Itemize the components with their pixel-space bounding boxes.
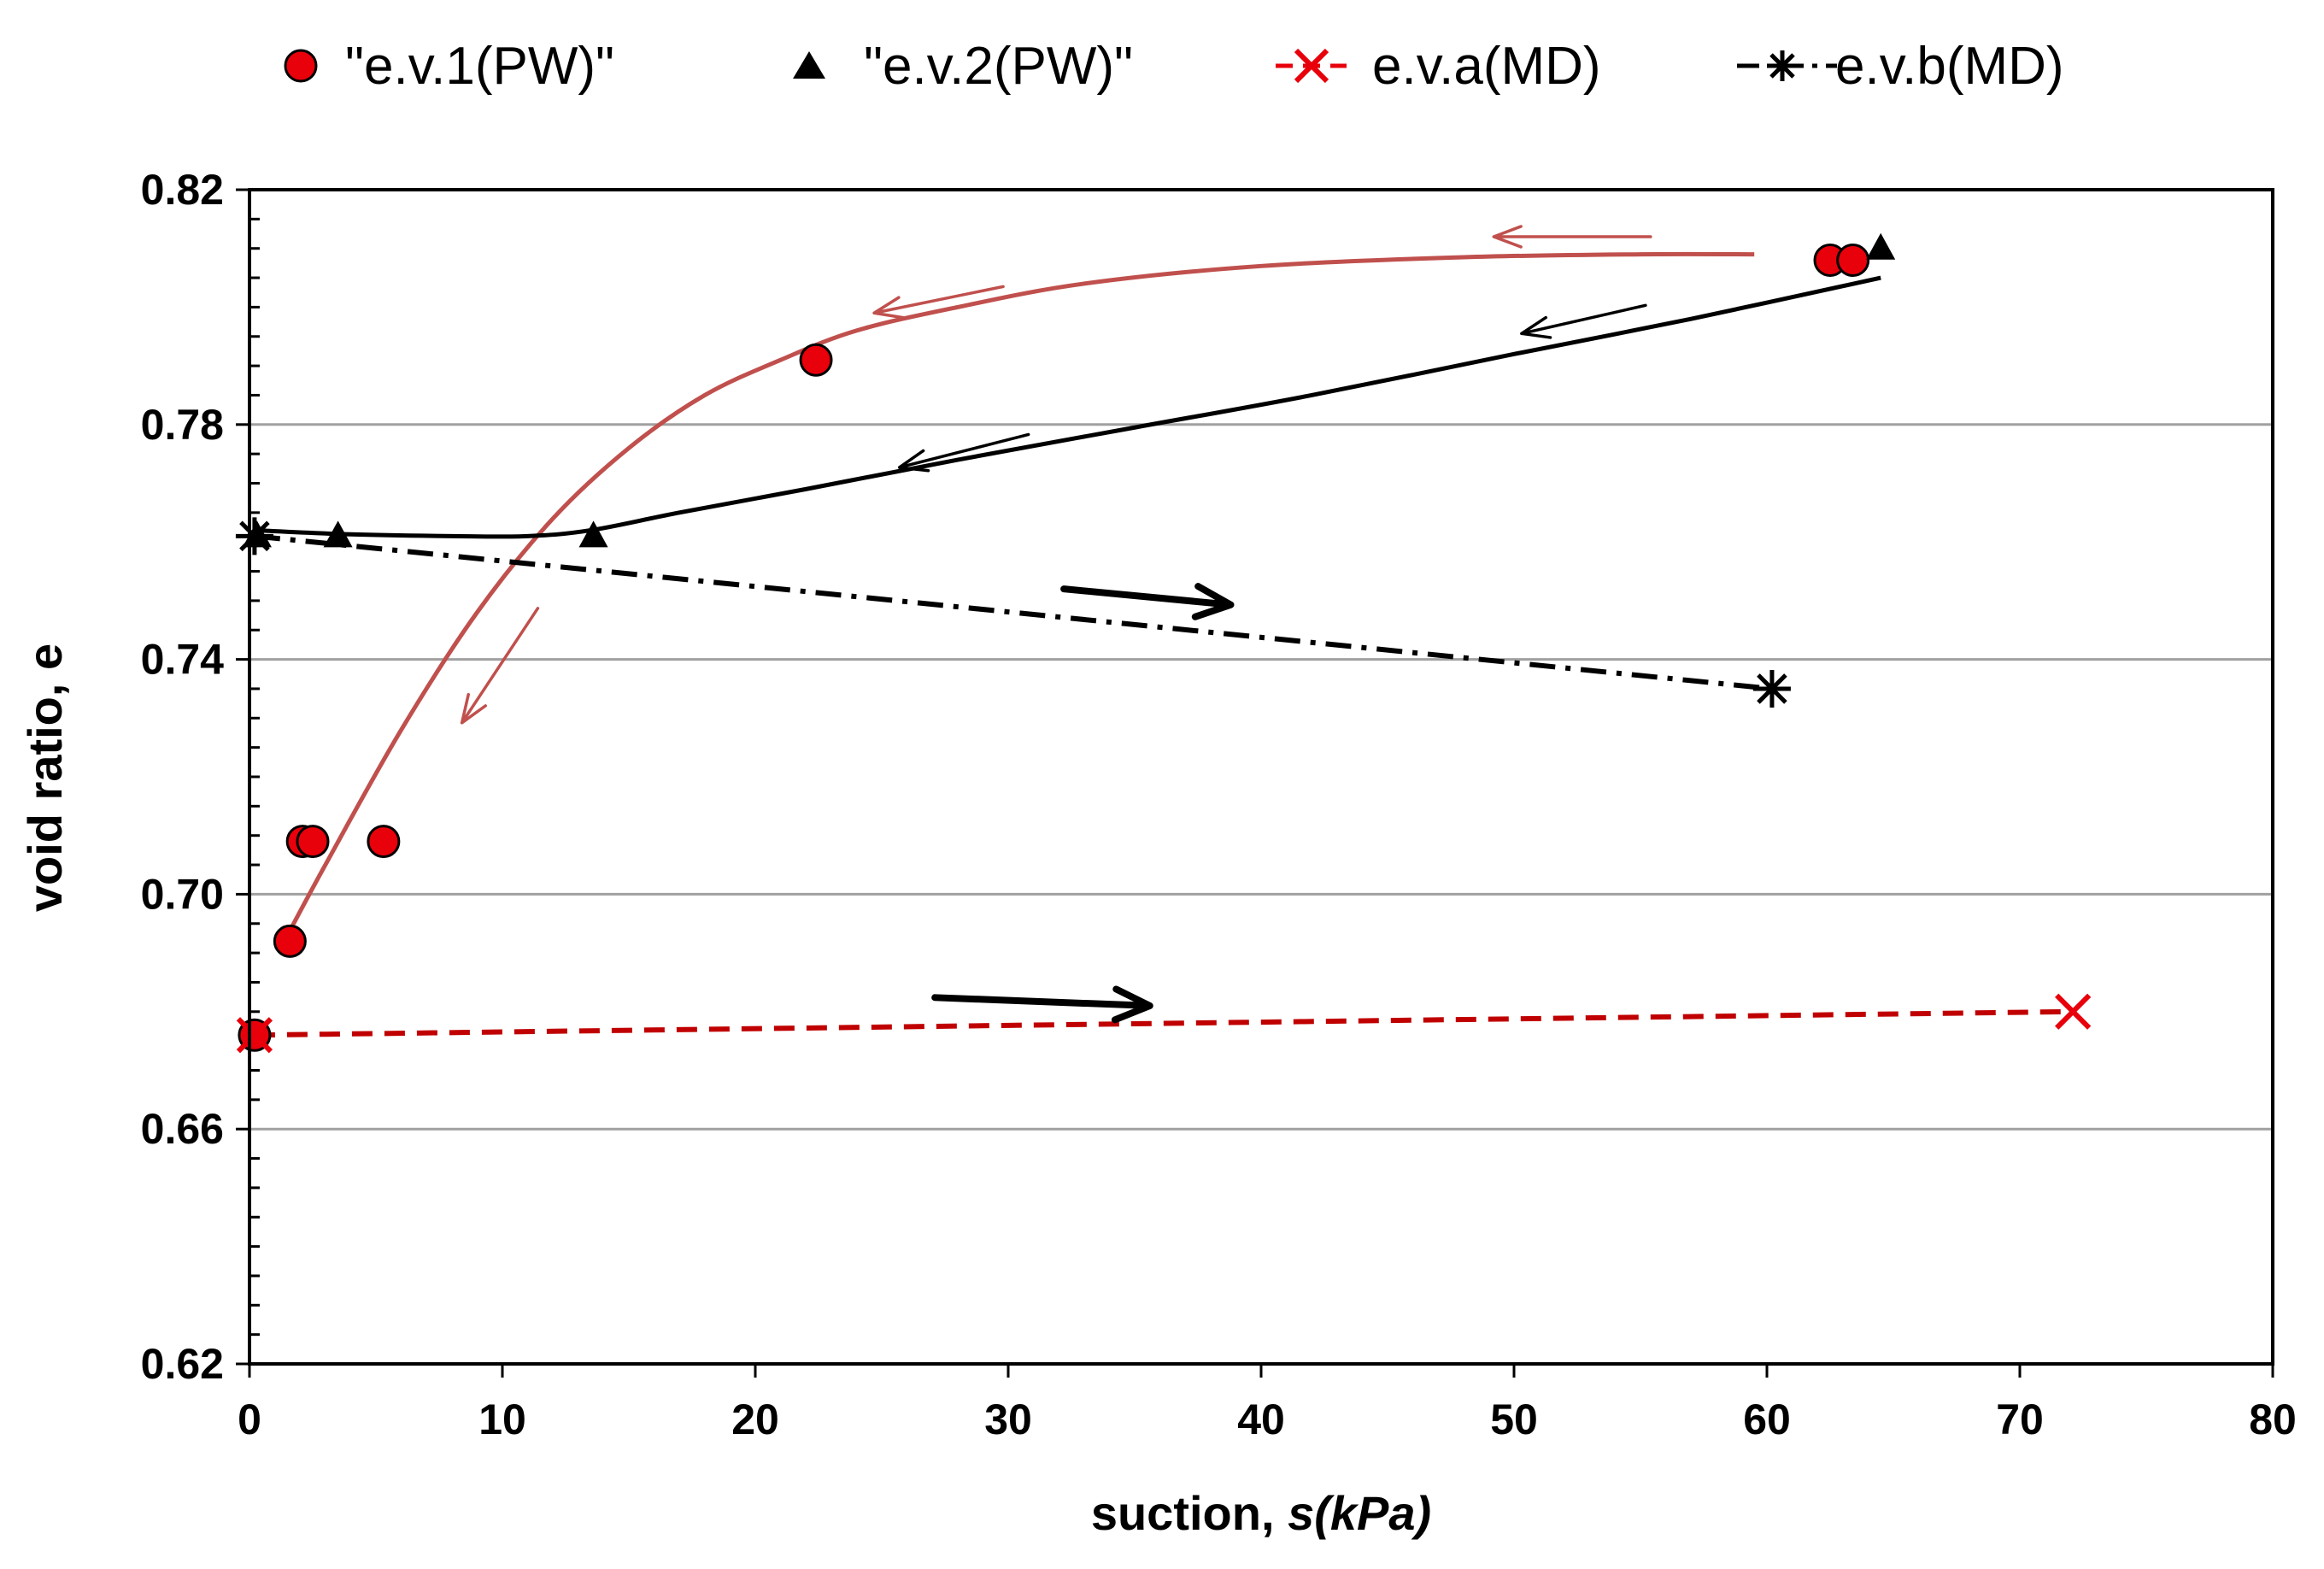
fit-curve-drying-curve-ev2 bbox=[254, 275, 1881, 539]
legend-label-ev1: "e.v.1(PW)" bbox=[345, 37, 614, 96]
x-tick-label: 50 bbox=[1490, 1396, 1538, 1443]
arrow-ev1-lower bbox=[460, 607, 540, 725]
x-tick-labels: 0 10 20 30 40 50 60 70 80 bbox=[238, 1396, 2297, 1443]
x-tick-label: 40 bbox=[1237, 1396, 1285, 1443]
series-line-2 bbox=[254, 1008, 2074, 1038]
marker-circle-ev1 bbox=[273, 924, 307, 958]
marker-circle-ev1 bbox=[1836, 243, 1870, 277]
arrow-ev2-upper bbox=[1520, 303, 1647, 339]
legend-marker-triangle bbox=[793, 51, 825, 79]
series-lines bbox=[254, 533, 2074, 1038]
marker-asterisk-evb bbox=[1752, 669, 1791, 708]
arrow-ev1-top bbox=[1492, 225, 1652, 249]
series-line-3 bbox=[254, 533, 1773, 691]
x-axis-title-variable: s(kPa) bbox=[1288, 1486, 1431, 1540]
x-tick-label: 10 bbox=[478, 1396, 526, 1443]
marker-circle-ev1 bbox=[799, 343, 833, 377]
y-tick-label: 0.66 bbox=[141, 1105, 224, 1153]
x-tick-label: 0 bbox=[238, 1396, 261, 1443]
y-axis-title: void ratio, e bbox=[18, 643, 72, 912]
marker-circle-ev1 bbox=[296, 825, 330, 859]
data-markers bbox=[235, 232, 2092, 1054]
x-axis-title-prefix: suction, bbox=[1091, 1486, 1288, 1540]
arrow-ev2-lower bbox=[897, 432, 1030, 473]
x-tick-label: 80 bbox=[2249, 1396, 2297, 1443]
marker-triangle-ev2 bbox=[1866, 232, 1896, 260]
legend-label-ev2: "e.v.2(PW)" bbox=[864, 37, 1133, 96]
arrow-evb-wetting bbox=[1060, 583, 1235, 620]
legend-item-ev1: "e.v.1(PW)" bbox=[284, 37, 614, 96]
legend-item-evb: e.v.b(MD) bbox=[1737, 37, 2064, 96]
y-tick-label: 0.78 bbox=[141, 401, 224, 449]
x-tick-label: 20 bbox=[731, 1396, 779, 1443]
legend-item-eva: e.v.a(MD) bbox=[1276, 37, 1601, 96]
gridlines bbox=[249, 423, 2273, 1131]
y-tick-labels: 0.62 0.66 0.70 0.74 0.78 0.82 bbox=[141, 166, 225, 1388]
marker-asterisk-evb bbox=[235, 517, 273, 555]
marker-x-eva bbox=[236, 1017, 273, 1054]
direction-arrows bbox=[460, 225, 1652, 1024]
y-tick-label: 0.82 bbox=[141, 166, 224, 214]
x-tick-label: 60 bbox=[1743, 1396, 1791, 1443]
marker-x-eva bbox=[2055, 993, 2092, 1030]
legend-item-ev2: "e.v.2(PW)" bbox=[793, 37, 1133, 96]
x-tick-label: 70 bbox=[1996, 1396, 2044, 1443]
arrow-ev1-upper-mid bbox=[872, 285, 1005, 320]
y-tick-label: 0.62 bbox=[141, 1340, 224, 1388]
plot-area-frame bbox=[248, 188, 2274, 1366]
legend-marker-circle bbox=[284, 49, 318, 83]
marker-triangle-ev2 bbox=[323, 520, 353, 548]
legend: "e.v.1(PW)" "e.v.2(PW)" e.v.a(MD) e.v.b(… bbox=[284, 37, 2064, 96]
marker-triangle-ev2 bbox=[578, 520, 608, 548]
legend-marker-x bbox=[1294, 48, 1329, 84]
x-tick-label: 30 bbox=[984, 1396, 1032, 1443]
arrow-eva-wetting bbox=[931, 985, 1153, 1024]
y-tick-label: 0.74 bbox=[141, 636, 225, 684]
legend-label-eva: e.v.a(MD) bbox=[1372, 37, 1601, 96]
legend-label-evb: e.v.b(MD) bbox=[1835, 37, 2064, 96]
x-axis-title: suction, s(kPa) bbox=[1091, 1486, 1431, 1540]
marker-circle-ev1 bbox=[367, 825, 401, 859]
legend-marker-asterisk bbox=[1767, 50, 1798, 81]
y-tick-label: 0.70 bbox=[141, 870, 224, 918]
